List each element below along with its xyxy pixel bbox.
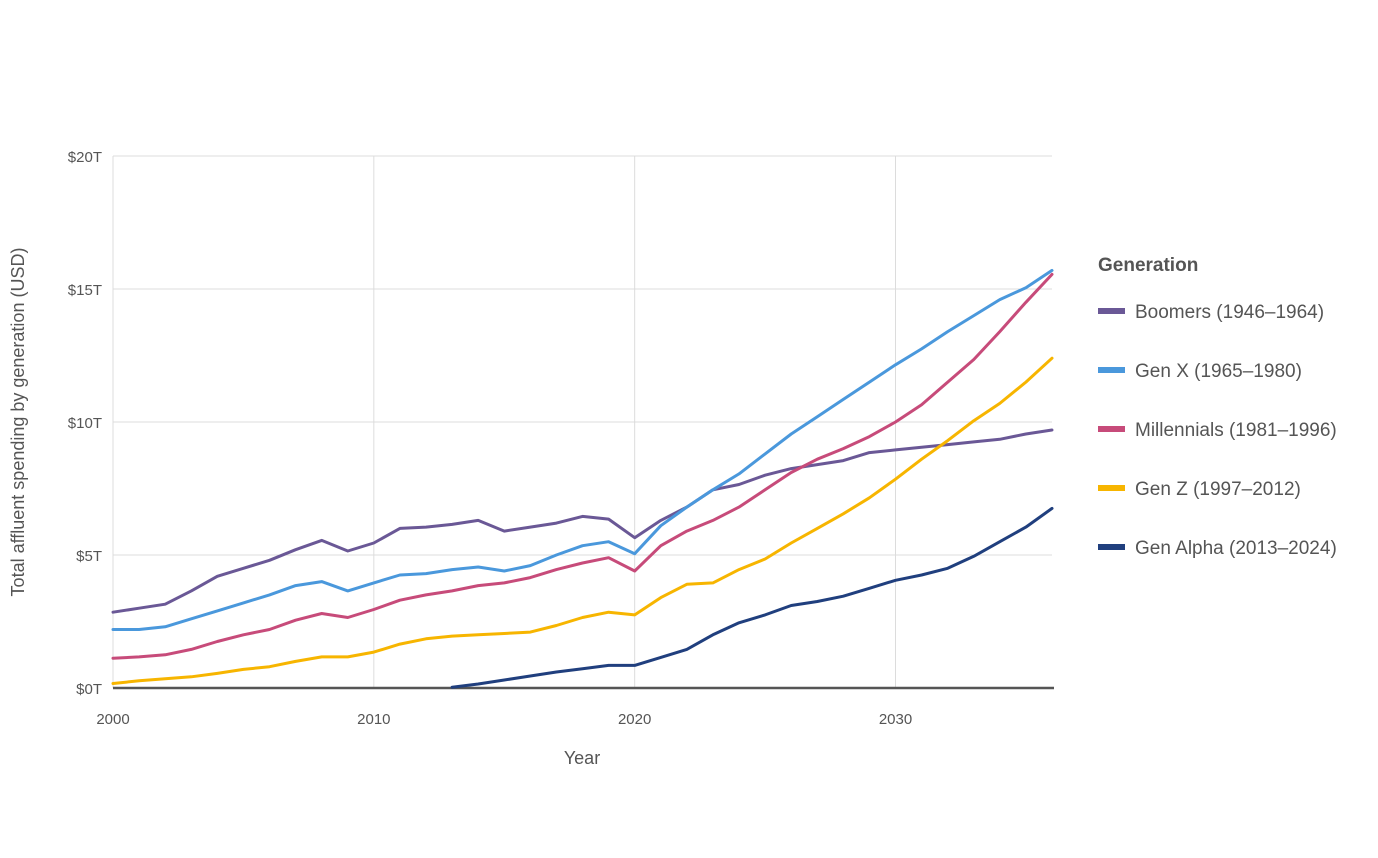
legend-label: Boomers (1946–1964)	[1135, 302, 1324, 323]
legend-title: Generation	[1098, 255, 1198, 276]
legend: Generation Boomers (1946–1964) Gen X (196…	[1098, 255, 1337, 559]
legend-swatch	[1098, 485, 1125, 491]
legend-swatch	[1098, 426, 1125, 432]
y-tick-label: $0T	[76, 681, 102, 698]
y-tick-label: $20T	[68, 149, 102, 166]
series-line-3	[111, 272, 1054, 660]
grid	[112, 155, 1052, 688]
legend-label: Gen Z (1997–2012)	[1135, 479, 1301, 500]
series-line-2	[111, 268, 1054, 631]
legend-swatch	[1098, 367, 1125, 373]
x-tick-label: 2000	[96, 711, 129, 728]
y-tick-label: $5T	[76, 548, 102, 565]
axes: $0T $5T $10T $15T $20T 2000 2010 2020 2030	[68, 149, 1054, 728]
legend-label: Millennials (1981–1996)	[1135, 420, 1337, 441]
y-axis-title: Total affluent spending by generation (U…	[8, 248, 28, 597]
x-tick-label: 2020	[618, 711, 651, 728]
legend-label: Gen X (1965–1980)	[1135, 361, 1302, 382]
legend-swatch	[1098, 544, 1125, 550]
legend-items: Boomers (1946–1964) Gen X (1965–1980) Mill…	[1098, 302, 1337, 559]
x-tick-label: 2030	[879, 711, 912, 728]
series-lines	[111, 268, 1054, 689]
x-axis-title: Year	[564, 748, 600, 768]
x-tick-label: 2010	[357, 711, 390, 728]
legend-swatch	[1098, 308, 1125, 314]
y-tick-label: $15T	[68, 282, 102, 299]
legend-label: Gen Alpha (2013–2024)	[1135, 538, 1337, 559]
series-line-5	[450, 506, 1054, 689]
y-tick-label: $10T	[68, 415, 102, 432]
series-line-1	[111, 428, 1054, 614]
series-line-4	[111, 356, 1054, 685]
